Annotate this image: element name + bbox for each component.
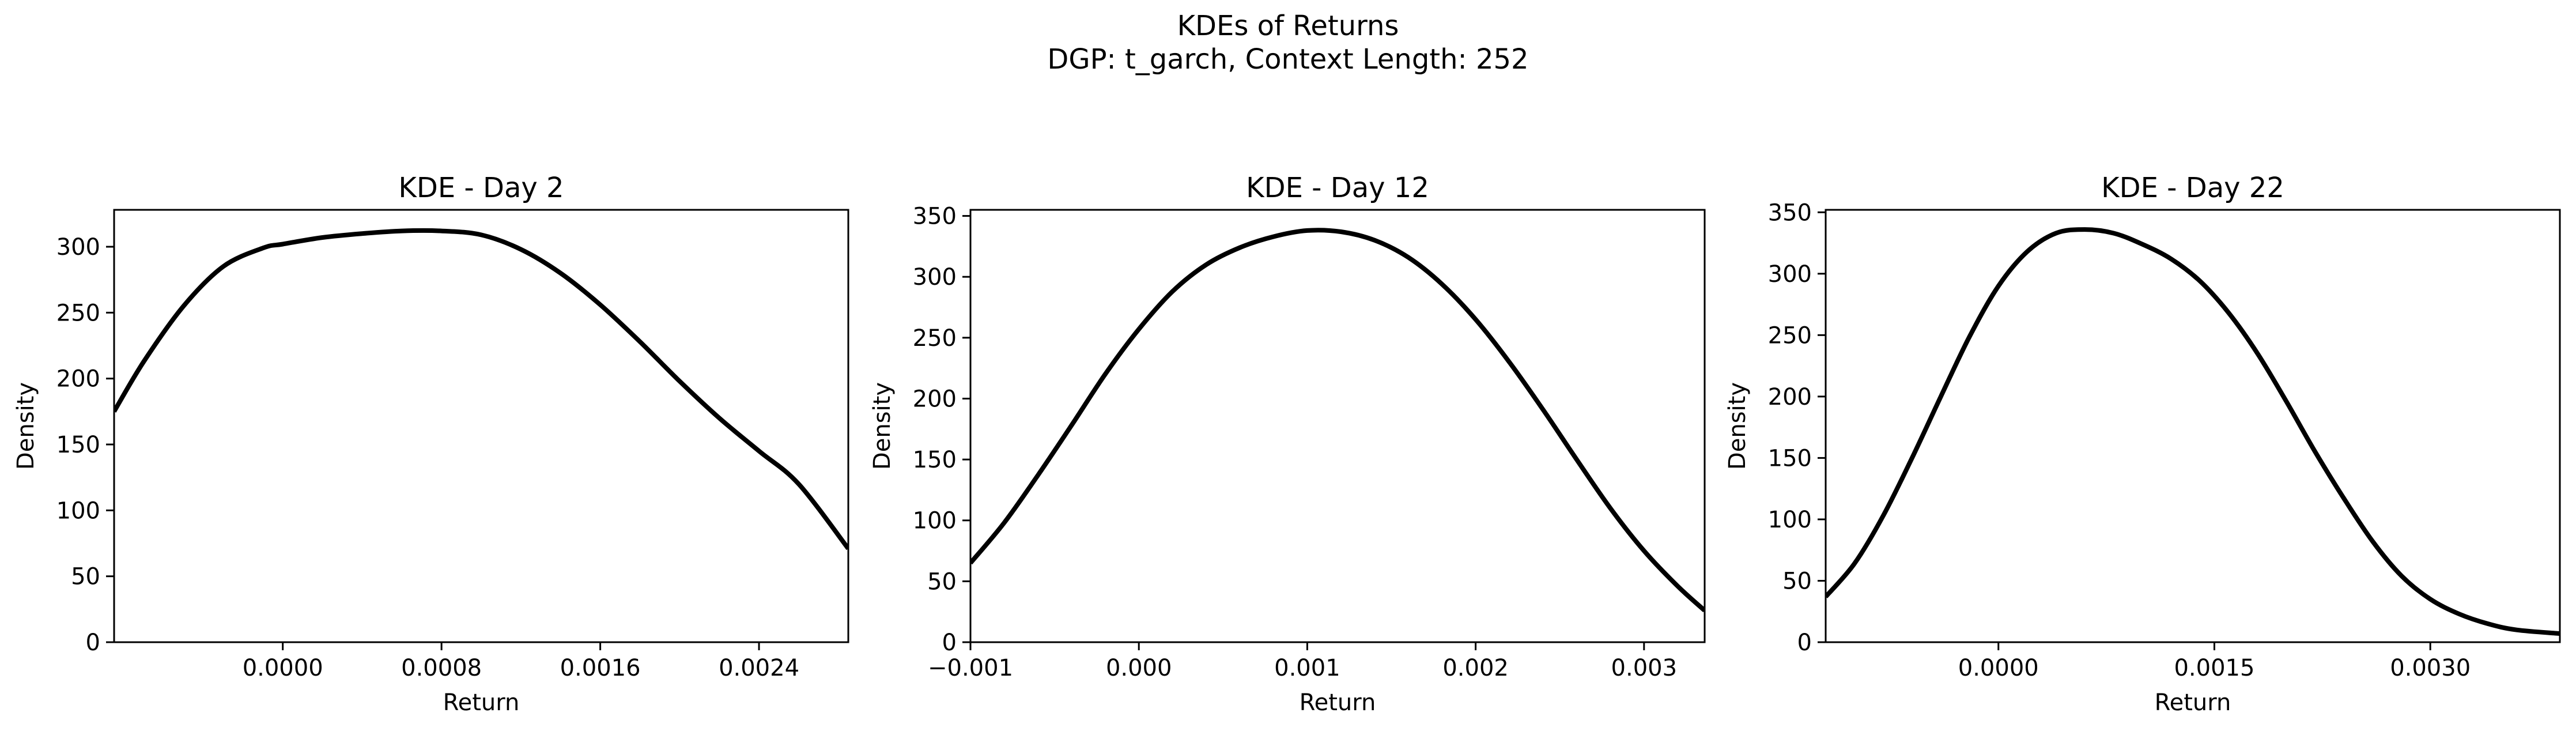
- figure-title-line-1: KDEs of Returns: [1177, 10, 1399, 42]
- axes-frame-3: [1825, 209, 2561, 643]
- y-tick-label-1-7: 300: [56, 234, 100, 261]
- x-tick-label-1-3: 0.0016: [560, 655, 641, 681]
- y-axis-label-1: Density: [13, 382, 39, 470]
- y-tick-label-2-2: 50: [927, 568, 957, 595]
- chart-3: 0.0000 0.0015 0.0030 0 50 100 150 200 250 300 350 K…: [1724, 172, 2561, 716]
- x-axis-label-1: Return: [443, 689, 520, 716]
- x-axis-label-3: Return: [2155, 689, 2231, 716]
- y-tick-label-2-1: 0: [942, 630, 957, 656]
- y-tick-label-1-2: 50: [71, 564, 100, 590]
- x-tick-label-2-2: 0.000: [1106, 655, 1172, 681]
- axes-frame-1: [113, 209, 849, 643]
- y-tick-label-2-8: 350: [913, 203, 957, 230]
- y-tick-label-3-3: 100: [1768, 507, 1812, 533]
- chart-title-3: KDE - Day 22: [2101, 172, 2284, 204]
- x-tick-label-3-3: 0.0030: [2390, 655, 2471, 681]
- y-tick-label-2-4: 150: [913, 447, 957, 473]
- x-tick-label-2-4: 0.002: [1442, 655, 1509, 681]
- y-tick-label-1-5: 200: [56, 366, 100, 393]
- y-tick-label-2-5: 200: [913, 386, 957, 412]
- kde-line-1-1: [114, 228, 848, 551]
- chart-1: 0.0000 0.0008 0.0016 0.0024 0 50 100 150 200 250 3…: [13, 172, 849, 716]
- y-tick-label-3-1: 0: [1797, 630, 1812, 656]
- x-tick-label-1-4: 0.0024: [719, 655, 799, 681]
- figure-title-line-2: DGP: t_garch, Context Length: 252: [1047, 43, 1529, 76]
- x-tick-label-1-1: 0.0000: [243, 655, 323, 681]
- chart-title-1: KDE - Day 2: [398, 172, 564, 204]
- y-tick-label-2-3: 100: [913, 508, 957, 534]
- x-axis-label-2: Return: [1300, 689, 1376, 716]
- x-tick-label-3-2: 0.0015: [2174, 655, 2254, 681]
- y-tick-label-3-4: 150: [1768, 445, 1812, 472]
- figure-title: KDEs of Returns DGP: t_garch, Context Le…: [0, 9, 2576, 76]
- x-tick-label-2-1: −0.001: [928, 655, 1013, 681]
- y-tick-label-1-4: 150: [56, 432, 100, 458]
- y-tick-label-2-7: 300: [913, 264, 957, 291]
- x-tick-label-3-1: 0.0000: [1958, 655, 2039, 681]
- chart-2: −0.001 0.000 0.001 0.002 0.003 0 50 100 150 200 25…: [869, 172, 1706, 716]
- y-axis-label-2: Density: [869, 382, 896, 470]
- y-tick-label-1-3: 100: [56, 497, 100, 524]
- chart-title-2: KDE - Day 12: [1246, 172, 1429, 204]
- y-tick-label-3-5: 200: [1768, 384, 1812, 410]
- axes-frame-2: [969, 209, 1706, 643]
- x-tick-label-2-3: 0.001: [1274, 655, 1340, 681]
- y-tick-label-3-2: 50: [1782, 568, 1812, 594]
- y-axis-label-3: Density: [1724, 382, 1751, 470]
- y-tick-label-3-6: 250: [1768, 322, 1812, 349]
- y-tick-label-1-1: 0: [86, 630, 100, 656]
- kde-line-3-1: [1826, 227, 2560, 636]
- y-tick-label-3-7: 300: [1768, 261, 1812, 288]
- x-tick-label-2-5: 0.003: [1611, 655, 1678, 681]
- y-tick-label-3-8: 350: [1768, 199, 1812, 226]
- y-tick-label-1-6: 250: [56, 300, 100, 326]
- y-tick-label-2-6: 250: [913, 325, 957, 352]
- x-tick-label-1-2: 0.0008: [401, 655, 482, 681]
- kde-line-2-1: [970, 228, 1705, 613]
